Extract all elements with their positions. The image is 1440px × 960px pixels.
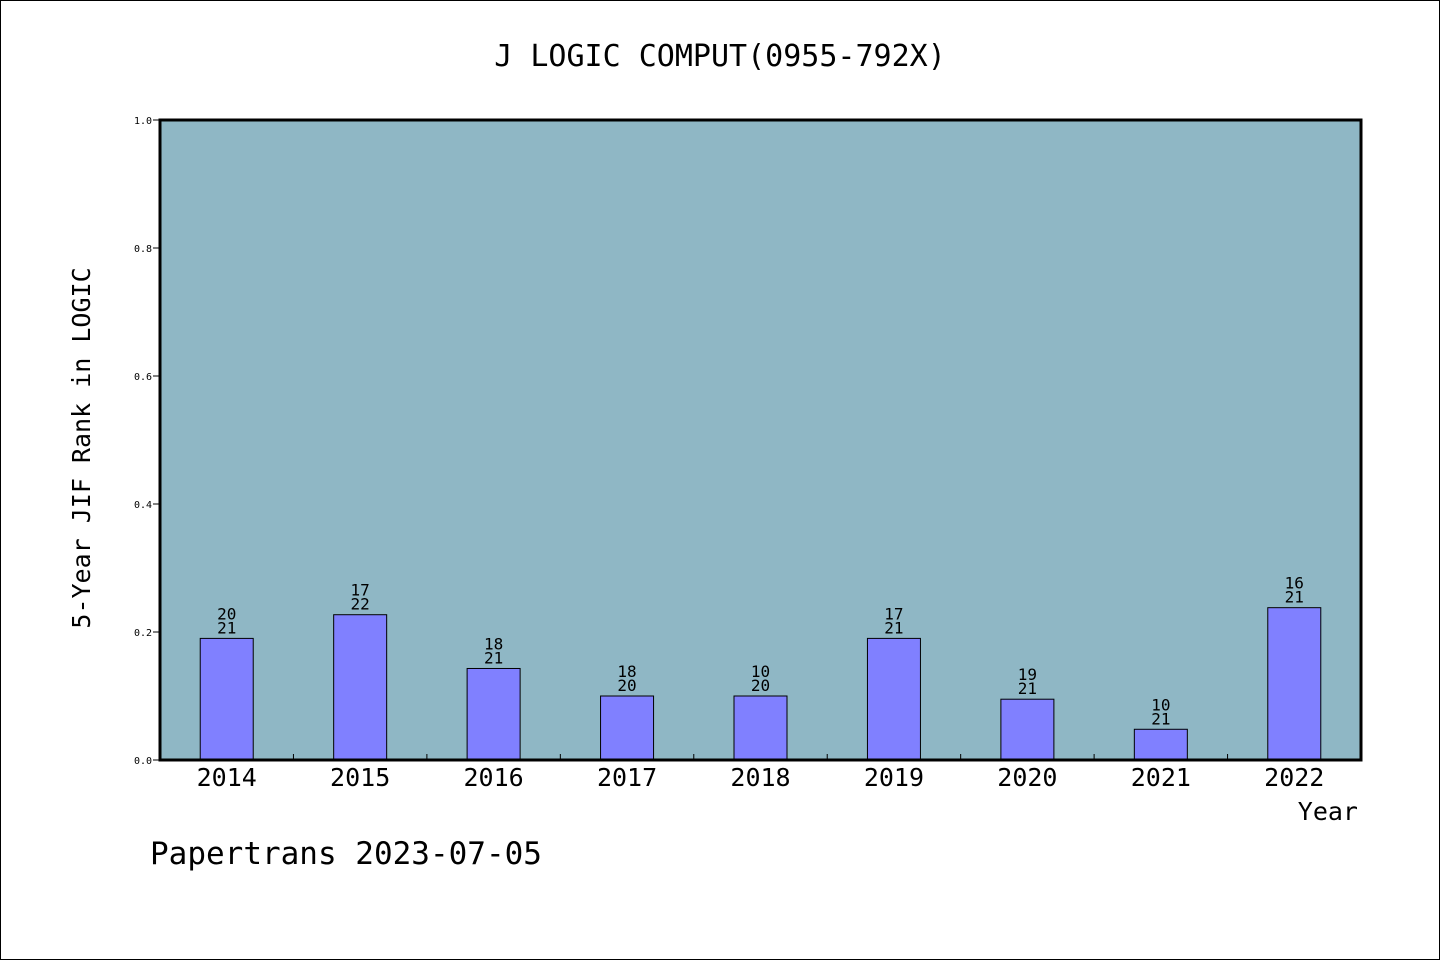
bar-label-bottom: 21 (484, 648, 503, 667)
x-tick-label: 2020 (997, 763, 1057, 792)
bar-label-top: 10 (751, 662, 770, 681)
x-tick-label: 2021 (1131, 763, 1191, 792)
bar-label-bottom: 21 (217, 618, 236, 637)
bar-label-bottom: 20 (751, 676, 770, 695)
y-tick-label: 0.0 (134, 756, 152, 767)
x-axis-label: Year (1298, 797, 1358, 826)
bar-label-bottom: 21 (884, 618, 903, 637)
y-axis: 0.0 0.2 0.4 0.6 0.8 1.0 (134, 116, 160, 767)
x-tick-label: 2015 (330, 763, 390, 792)
bar-2014 (199, 637, 254, 761)
bar-label-bottom: 20 (617, 676, 636, 695)
bar-2021 (1133, 728, 1188, 761)
footer-credit: Papertrans 2023-07-05 (150, 836, 542, 872)
x-tick-label: 2018 (730, 763, 790, 792)
y-tick-label: 1.0 (134, 116, 152, 127)
y-axis-label: 5-Year JIF Rank in LOGIC (67, 267, 96, 628)
bar-2015 (333, 614, 388, 761)
bar-label-top: 17 (351, 581, 370, 600)
bar-2016 (466, 667, 521, 761)
plot-border (158, 118, 1363, 762)
bar-2020 (1000, 698, 1055, 761)
x-tick-label: 2022 (1264, 763, 1324, 792)
x-axis: 2014 2015 2016 2017 2018 2019 2020 2021 2022 (197, 754, 1324, 792)
bar-label-top: 16 (1285, 574, 1304, 593)
bar-label-bottom: 21 (1151, 709, 1170, 728)
y-tick-label: 0.8 (134, 244, 152, 255)
chart-title: J LOGIC COMPUT(0955-792X) (494, 39, 946, 74)
x-tick-label: 2017 (597, 763, 657, 792)
bars-group (199, 607, 1322, 761)
bar-label-top: 10 (1151, 695, 1170, 714)
x-tick-label: 2016 (464, 763, 524, 792)
y-tick-label: 0.2 (134, 628, 152, 639)
bar-label-top: 20 (217, 604, 236, 623)
bar-2022 (1267, 607, 1322, 761)
y-tick-label: 0.4 (134, 500, 152, 511)
bar-label-top: 18 (617, 662, 636, 681)
bar-label-bottom: 22 (351, 595, 370, 614)
bar-2019 (866, 637, 921, 761)
bar-2017 (600, 695, 655, 761)
bar-label-bottom: 21 (1285, 588, 1304, 607)
bar-label-top: 18 (484, 634, 503, 653)
x-tick-label: 2019 (864, 763, 924, 792)
bar-label-top: 19 (1018, 665, 1037, 684)
y-tick-label: 0.6 (134, 372, 152, 383)
bar-label-bottom: 21 (1018, 679, 1037, 698)
x-tick-label: 2014 (197, 763, 257, 792)
bar-2018 (733, 695, 788, 761)
bar-label-top: 17 (884, 604, 903, 623)
